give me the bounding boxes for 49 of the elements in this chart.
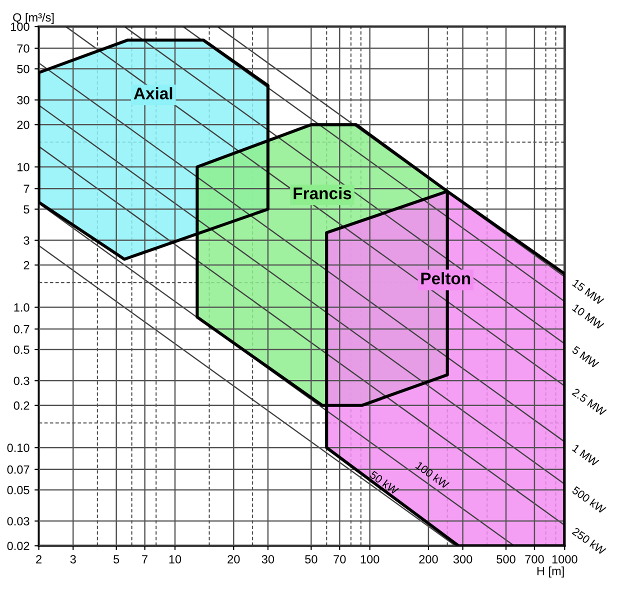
- y-axis-title: Q [m³/s]: [13, 12, 54, 24]
- y-tick-label: 0.05: [7, 486, 30, 494]
- x-tick-label: 500: [496, 555, 516, 564]
- x-tick-label: 200: [419, 555, 438, 564]
- y-tick-label: 5: [24, 205, 30, 214]
- y-tick-label: 0.03: [7, 517, 30, 526]
- x-tick-label: 3: [70, 555, 76, 564]
- y-tick-label: 0.3: [14, 376, 30, 386]
- x-tick-label: 700: [525, 555, 544, 564]
- y-tick-label: 2: [24, 261, 30, 270]
- text: 250 kW: [572, 526, 607, 556]
- series-label: Francis: [294, 187, 352, 200]
- series-label: Pelton: [421, 272, 470, 284]
- y-tick-label: 7: [24, 184, 30, 193]
- y-tick-label: 1.0: [14, 303, 30, 312]
- x-tick-label: 300: [453, 555, 472, 564]
- x-tick-label: 10: [169, 555, 182, 564]
- y-tick-label: 0.10: [7, 444, 30, 452]
- x-tick-label: 2: [36, 555, 42, 564]
- y-tick-label: 0.07: [7, 465, 30, 474]
- text: 500 kW: [572, 486, 607, 514]
- x-tick-label: 7: [142, 555, 148, 564]
- y-tick-label: 50: [17, 64, 30, 74]
- series-label: Axial: [134, 87, 172, 100]
- text: 2.5 MW: [572, 388, 607, 416]
- x-tick-label: 5: [114, 555, 120, 564]
- x-tick-label: 50: [305, 555, 318, 564]
- y-tick-label: 10: [18, 162, 30, 172]
- x-tick-label: 20: [228, 555, 240, 564]
- x-tick-label: 100: [360, 555, 380, 564]
- x-tick-label: 1000: [552, 555, 578, 564]
- y-tick-label: 30: [17, 96, 30, 104]
- y-tick-label: 0.5: [14, 346, 30, 354]
- y-tick-label: 100: [10, 22, 30, 31]
- x-axis-title: H [m]: [537, 566, 564, 578]
- y-tick-label: 0.2: [14, 401, 30, 410]
- text: 100 kW: [415, 461, 450, 490]
- text: 1 MW: [572, 444, 600, 467]
- text: 10 MW: [572, 304, 604, 330]
- text: 15 MW: [572, 278, 604, 306]
- y-tick-label: 3: [24, 236, 30, 245]
- y-tick-label: 0.02: [7, 542, 30, 550]
- text: 50 kW: [369, 470, 400, 495]
- y-tick-label: 70: [17, 44, 30, 53]
- y-tick-label: 0.7: [14, 325, 30, 334]
- x-tick-label: 70: [334, 555, 346, 564]
- text: 5 MW: [572, 346, 600, 369]
- x-tick-label: 30: [262, 555, 274, 564]
- y-tick-label: 20: [17, 120, 30, 130]
